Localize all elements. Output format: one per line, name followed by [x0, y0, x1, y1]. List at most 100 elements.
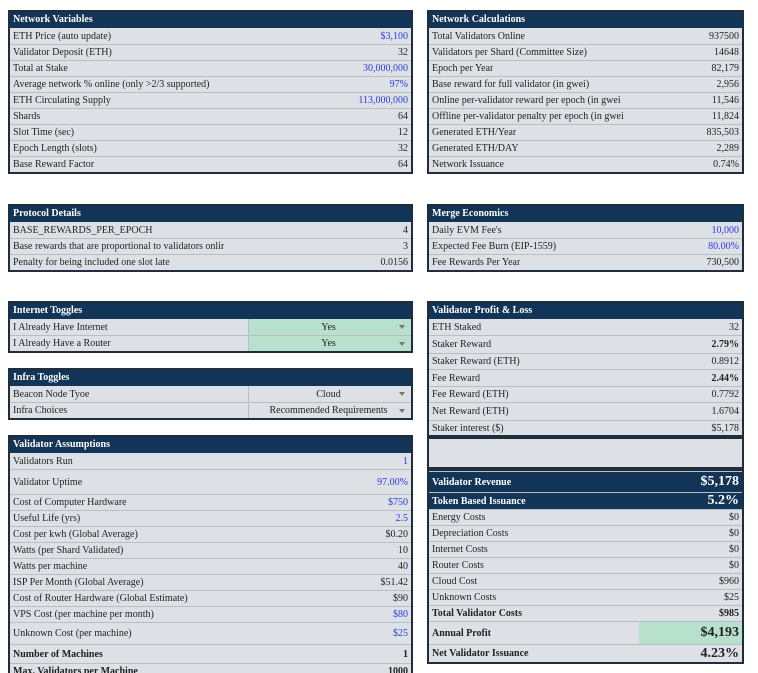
- row-label: Validator Deposit (ETH): [13, 47, 112, 58]
- row: Offline per-validator penalty per epoch …: [429, 108, 742, 124]
- row: Annual Profit $4,193: [429, 621, 742, 644]
- row-value: 0.0156: [380, 257, 409, 268]
- row-label: Internet Costs: [432, 544, 488, 555]
- row: Epoch Length (slots) 32: [10, 140, 411, 156]
- row-value: 80.00%: [708, 241, 739, 252]
- row-value: 1: [403, 455, 408, 467]
- row: ISP Per Month (Global Average) $51.42: [10, 574, 411, 590]
- row-label: Cloud Cost: [432, 576, 478, 587]
- row-label: Max. Validators per Machine: [13, 666, 138, 673]
- row-value: 2,956: [716, 79, 740, 90]
- row-value: 11,824: [711, 111, 739, 122]
- row: Penalty for being included one slot late…: [10, 254, 411, 270]
- row-label: ETH Staked: [432, 321, 482, 333]
- row-label: Staker Reward: [432, 339, 492, 350]
- row-value: 10,000: [711, 224, 740, 236]
- row-value: 30,000,000: [363, 63, 408, 74]
- row-value: 2.44%: [711, 372, 740, 384]
- row-label: Base reward for full validator (in gwei): [432, 79, 590, 90]
- row-value: 10: [398, 545, 408, 556]
- section: Network Calculations Total Validators Onl…: [427, 10, 744, 174]
- row-label: Unknown Costs: [432, 592, 497, 603]
- section: Internet Toggles I Already Have Internet Y…: [8, 301, 413, 353]
- row: Shards 64: [10, 108, 411, 124]
- row-label: Base rewards that are proportional to va…: [13, 241, 225, 252]
- row-label: Staker interest ($): [432, 422, 504, 434]
- row-value: 12: [398, 127, 408, 138]
- row-value: 5.2%: [707, 493, 740, 508]
- row-label: Cost of Router Hardware (Global Estimate…: [13, 593, 188, 604]
- row-label: Fee Reward: [432, 372, 481, 384]
- dropdown[interactable]: Yes: [248, 319, 411, 335]
- row: Staker Reward 2.79%: [429, 335, 742, 353]
- section-title: Infra Toggles: [10, 370, 411, 386]
- row-value: $80: [393, 609, 408, 620]
- section: Protocol Details BASE_REWARDS_PER_EPOCH 4 B…: [8, 204, 413, 272]
- row-label: I Already Have Internet: [13, 321, 108, 333]
- row-value: 937500: [709, 30, 739, 42]
- row-label: ISP Per Month (Global Average): [13, 577, 144, 588]
- row-label: Total Validators Online: [432, 30, 525, 42]
- row: Validators per Shard (Committee Size) 146…: [429, 44, 742, 60]
- row-label: Epoch per Year: [432, 63, 494, 74]
- row-label: Annual Profit: [432, 627, 491, 639]
- row: Average network % online (only >2/3 supp…: [10, 76, 411, 92]
- row: Generated ETH/Year 835,503: [429, 124, 742, 140]
- row-value: 32: [729, 321, 739, 333]
- row-value: 2.79%: [711, 339, 740, 350]
- row: Router Costs $0: [429, 557, 742, 573]
- row: Fee Reward (ETH) 0.7792: [429, 386, 742, 402]
- row-value: 64: [398, 111, 408, 122]
- row: Watts (per Shard Validated) 10: [10, 542, 411, 558]
- row-value: 97%: [389, 79, 408, 90]
- row-label: Penalty for being included one slot late: [13, 257, 170, 268]
- row-label: Router Costs: [432, 560, 484, 571]
- row-value: $0: [729, 560, 739, 571]
- row-label: Cost per kwh (Global Average): [13, 529, 138, 540]
- row-value: $0: [729, 528, 739, 539]
- row-value: 40: [398, 561, 408, 572]
- row-label: Expected Fee Burn (EIP-1559): [432, 241, 557, 252]
- row: Network Issuance 0.74%: [429, 156, 742, 172]
- row-label: Staker Reward (ETH): [432, 356, 520, 367]
- row: Unknown Costs $25: [429, 589, 742, 605]
- row-value: 1: [403, 648, 408, 660]
- row: Validator Revenue $5,178: [429, 471, 742, 492]
- row: Base Reward Factor 64: [10, 156, 411, 172]
- row-value: $3,100: [380, 30, 409, 42]
- section-title: Validator Profit & Loss: [429, 303, 742, 319]
- row: Beacon Node Tyoe Cloud: [10, 386, 411, 402]
- row-label: Online per-validator reward per epoch (i…: [432, 95, 621, 106]
- row: Base rewards that are proportional to va…: [10, 238, 411, 254]
- row-label: Total Validator Costs: [432, 608, 523, 619]
- dropdown[interactable]: Yes: [248, 336, 411, 351]
- row-label: Energy Costs: [432, 512, 486, 523]
- row-label: Validators Run: [13, 455, 73, 467]
- row: Token Based Issuance 5.2%: [429, 492, 742, 509]
- row: Total at Stake 30,000,000: [10, 60, 411, 76]
- row: ETH Staked 32: [429, 319, 742, 335]
- row: Internet Costs $0: [429, 541, 742, 557]
- row-value: $960: [719, 576, 739, 587]
- row-label: ETH Circulating Supply: [13, 95, 111, 106]
- row-label: Cost of Computer Hardware: [13, 497, 127, 508]
- row-value: 4.23%: [700, 645, 740, 661]
- dropdown[interactable]: Cloud: [248, 386, 411, 402]
- row-label: ETH Price (auto update): [13, 30, 112, 42]
- dropdown[interactable]: Recommended Requirements: [248, 403, 411, 418]
- row-value: $4,193: [639, 622, 742, 644]
- section-title: Protocol Details: [10, 206, 411, 222]
- row-value: $51.42: [380, 577, 409, 588]
- row: Epoch per Year 82,179: [429, 60, 742, 76]
- row-label: Beacon Node Tyoe: [13, 388, 90, 400]
- row-value: 82,179: [711, 63, 740, 74]
- section: Validator Assumptions Validators Run 1 Vali…: [8, 435, 413, 673]
- row: Useful Life (yrs) 2.5: [10, 510, 411, 526]
- row: Cloud Cost $960: [429, 573, 742, 589]
- section-title: Internet Toggles: [10, 303, 411, 319]
- row: Online per-validator reward per epoch (i…: [429, 92, 742, 108]
- row-label: Network Issuance: [432, 159, 504, 170]
- row-value: 3: [403, 241, 408, 252]
- row-value: $0: [729, 544, 739, 555]
